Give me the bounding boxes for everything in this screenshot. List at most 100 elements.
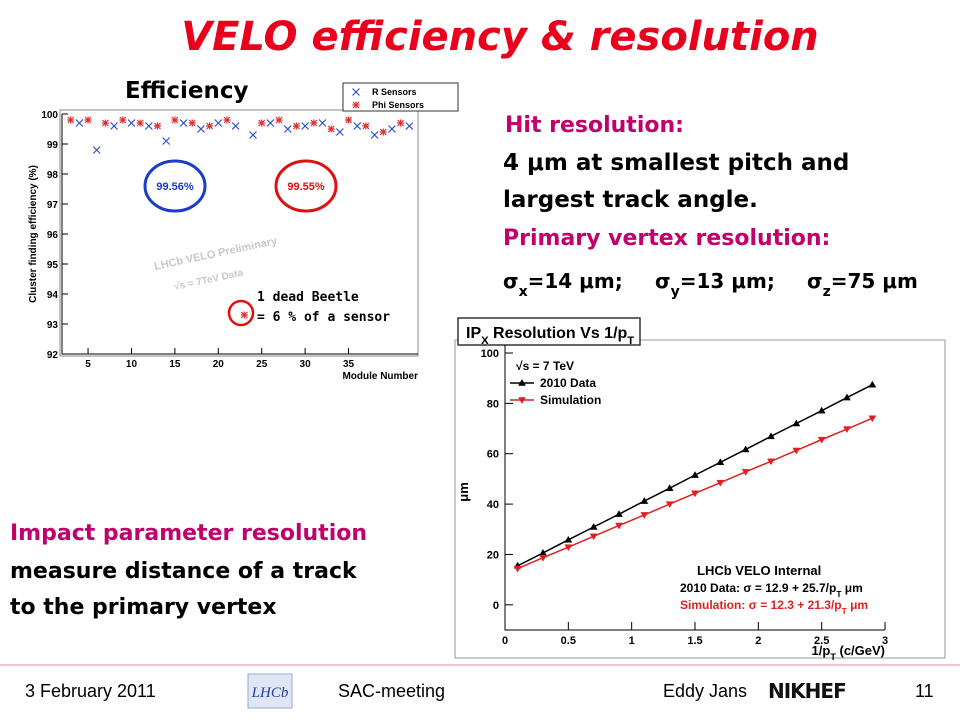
- x-axis-label: Module Number: [342, 371, 418, 382]
- marker: [240, 311, 248, 319]
- x-axis-label: 1/pT (c/GeV): [812, 643, 885, 662]
- y-tick-label: 97: [47, 200, 59, 211]
- vertex-item-part: σ: [655, 269, 671, 293]
- vertex-item-part: =13 μm;: [680, 269, 775, 293]
- marker: [275, 116, 283, 124]
- marker: [716, 479, 725, 487]
- fit-text-part: Simulation: σ = 12.3 + 21.3/p: [680, 598, 842, 612]
- x-tick-label: 30: [300, 359, 312, 370]
- legend-label: 2010 Data: [540, 376, 596, 390]
- efficiency-legend-box: [342, 82, 459, 112]
- vertex-item-part: σ: [807, 269, 823, 293]
- slide-title: VELO efficiency & resolution: [181, 14, 819, 60]
- internal-label: LHCb VELO Internal: [697, 563, 821, 578]
- marker: [665, 501, 674, 509]
- marker: [310, 119, 318, 127]
- impact-line: to the primary vertex: [10, 595, 277, 620]
- marker: [388, 125, 396, 133]
- lhcb-logo: LHCb: [251, 685, 289, 701]
- marker: [817, 406, 826, 414]
- marker: [843, 393, 851, 401]
- legend-title: √s = 7 TeV: [516, 359, 574, 373]
- x-tick-label: 5: [85, 359, 91, 370]
- impact-heading: Impact parameter resolution: [10, 521, 367, 546]
- ip-title-part: Resolution Vs 1/p: [489, 325, 628, 342]
- marker: [352, 88, 360, 96]
- marker: [362, 122, 370, 130]
- x-tick-label: 1: [629, 635, 635, 647]
- marker: [379, 128, 387, 136]
- marker: [231, 122, 240, 130]
- marker: [67, 116, 75, 124]
- marker: [518, 397, 526, 404]
- dead-beetle-note: 1 dead Beetle: [257, 290, 359, 305]
- x-tick-label: 20: [213, 359, 225, 370]
- marker: [741, 469, 750, 476]
- marker: [589, 523, 598, 530]
- marker: [110, 122, 119, 130]
- hit-line: 4 μm at smallest pitch and: [503, 150, 849, 176]
- r-mean-circle: [143, 159, 207, 213]
- vertex-item: σx=14 μm;: [503, 269, 623, 300]
- x-tick-label: 1.5: [687, 635, 702, 647]
- x-tick-label: 15: [169, 359, 181, 370]
- r-mean: 99.56%: [156, 181, 194, 193]
- marker: [370, 131, 379, 139]
- ip-title: IPX Resolution Vs 1/pT: [466, 325, 634, 347]
- ip-plot-frame: [454, 339, 946, 659]
- marker: [539, 554, 547, 562]
- ip-title-box: [457, 317, 641, 346]
- fit-text: 2010 Data: σ = 12.9 + 25.7/pT μm: [680, 581, 863, 599]
- marker: [615, 510, 623, 517]
- marker: [84, 116, 92, 124]
- marker: [868, 380, 877, 388]
- impact-line: measure distance of a track: [10, 559, 358, 584]
- vertex-item-part: =75 μm: [831, 269, 918, 293]
- x-tick-label: 0: [502, 635, 508, 647]
- x-tick-label: 25: [256, 359, 268, 370]
- x-axis-label-part: (c/GeV): [836, 643, 885, 658]
- marker: [171, 116, 179, 124]
- efficiency-plot-frame: [59, 109, 419, 357]
- marker: [615, 522, 623, 530]
- marker: [258, 119, 266, 127]
- marker: [127, 119, 136, 127]
- vertex-item: σz=75 μm: [807, 269, 918, 300]
- y-tick-label: 80: [487, 398, 499, 410]
- phi-mean: 99.55%: [287, 181, 325, 193]
- marker: [345, 116, 353, 124]
- x-tick-label: 2: [755, 635, 761, 647]
- hit-line: largest track angle.: [503, 187, 758, 213]
- marker: [179, 119, 188, 127]
- marker: [767, 458, 775, 466]
- fit-text: Simulation: σ = 12.3 + 21.3/pT μm: [680, 598, 868, 616]
- axes: [504, 345, 885, 631]
- legend-label: Phi Sensors: [372, 100, 424, 110]
- marker: [353, 122, 362, 130]
- marker: [589, 533, 598, 541]
- x-tick-label: 35: [343, 359, 355, 370]
- marker: [843, 426, 851, 434]
- vertex-item-part: σ: [503, 269, 519, 293]
- marker: [206, 122, 214, 130]
- marker: [249, 131, 257, 139]
- marker: [397, 119, 405, 127]
- legend-label: Simulation: [540, 393, 601, 407]
- marker: [691, 471, 699, 478]
- y-tick-label: 99: [47, 140, 59, 151]
- marker: [868, 415, 877, 423]
- fit-text-part: T: [842, 606, 848, 616]
- marker: [292, 122, 300, 130]
- marker: [767, 432, 775, 440]
- marker: [119, 116, 127, 124]
- fit-text-part: 2010 Data: σ = 12.9 + 25.7/p: [680, 581, 836, 595]
- efficiency-heading: Efficiency: [125, 78, 248, 104]
- footer-page: 11: [915, 681, 934, 701]
- x-tick-label: 2.5: [814, 635, 829, 647]
- y-axis-label: μm: [456, 482, 471, 502]
- y-axis-label: Cluster finding efficiency (%): [28, 165, 39, 303]
- marker: [144, 122, 153, 130]
- marker: [335, 128, 344, 136]
- x-tick-label: 10: [126, 359, 138, 370]
